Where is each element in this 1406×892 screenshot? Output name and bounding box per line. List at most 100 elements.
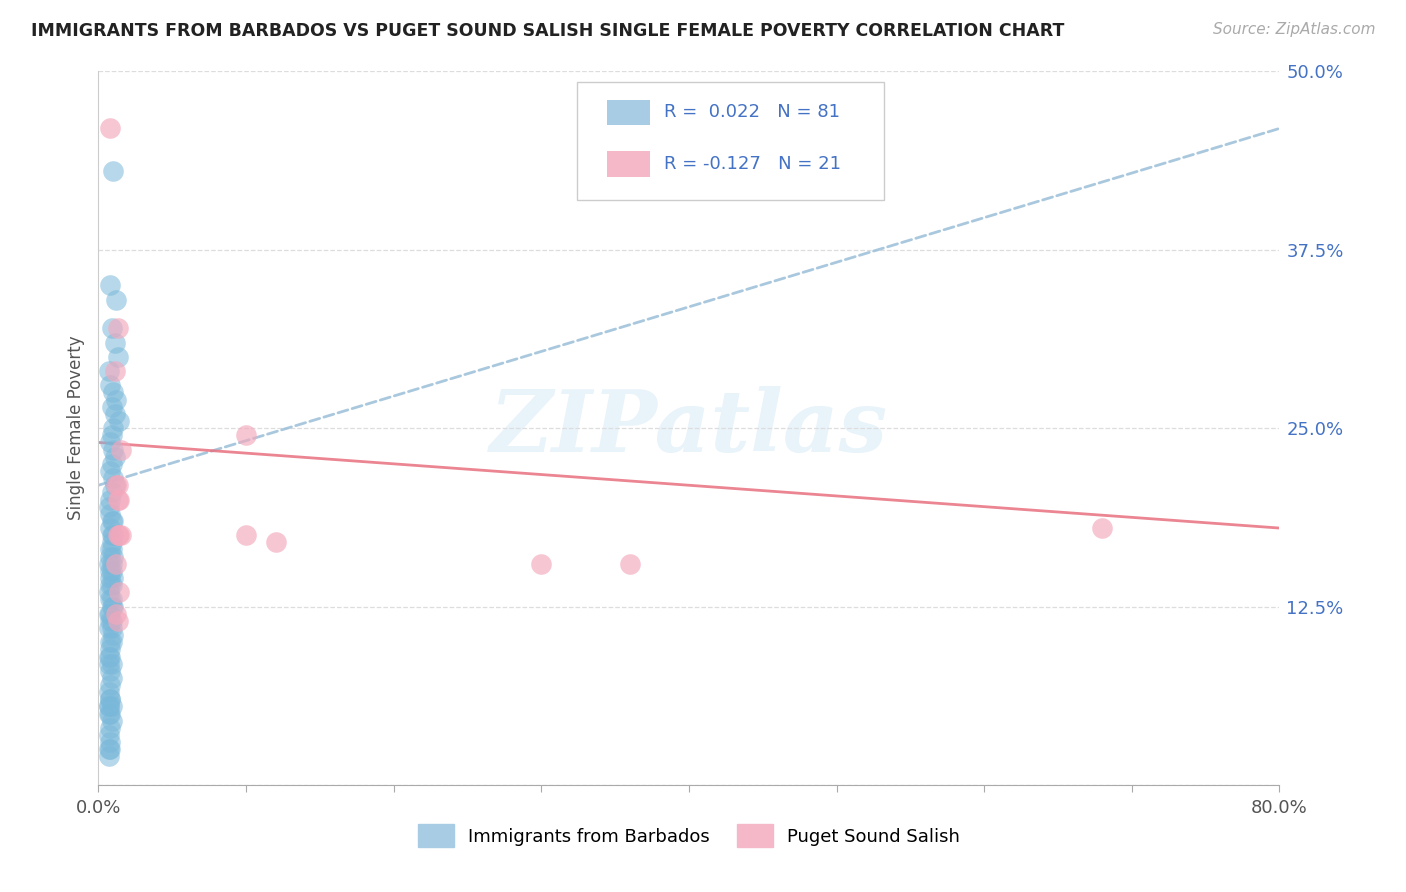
Point xyxy=(98,607,121,621)
Point xyxy=(103,599,125,614)
Point xyxy=(103,528,125,542)
Point xyxy=(100,614,122,628)
Point xyxy=(97,706,120,721)
Point xyxy=(100,485,122,500)
Point xyxy=(1091,521,1114,535)
Point xyxy=(97,657,120,671)
Point xyxy=(97,699,120,714)
Point xyxy=(107,492,129,507)
Point xyxy=(98,121,121,136)
Point xyxy=(100,428,122,442)
Point xyxy=(97,649,120,664)
Text: R =  0.022   N = 81: R = 0.022 N = 81 xyxy=(664,103,841,121)
Point xyxy=(103,628,125,642)
Point xyxy=(100,714,122,728)
Point xyxy=(98,692,121,706)
Point xyxy=(98,464,121,478)
Point xyxy=(98,649,121,664)
Point xyxy=(98,435,121,450)
Point xyxy=(264,535,287,549)
Point xyxy=(100,528,122,542)
Point xyxy=(100,400,122,414)
Point xyxy=(103,164,125,178)
Point xyxy=(98,571,121,585)
Point xyxy=(100,657,122,671)
Point xyxy=(97,728,120,742)
Point xyxy=(105,557,128,571)
Point xyxy=(98,549,121,564)
Point xyxy=(98,614,121,628)
Point xyxy=(103,421,125,435)
Point xyxy=(103,549,125,564)
Point xyxy=(100,457,122,471)
Point xyxy=(100,699,122,714)
Point xyxy=(97,699,120,714)
Point xyxy=(107,350,129,364)
Text: IMMIGRANTS FROM BARBADOS VS PUGET SOUND SALISH SINGLE FEMALE POVERTY CORRELATION: IMMIGRANTS FROM BARBADOS VS PUGET SOUND … xyxy=(31,22,1064,40)
Point xyxy=(104,364,127,378)
Point xyxy=(104,407,127,421)
Point xyxy=(619,557,641,571)
Point xyxy=(108,585,131,599)
Point xyxy=(103,471,125,485)
Point xyxy=(98,521,121,535)
Point xyxy=(100,557,122,571)
Point xyxy=(105,607,128,621)
Point xyxy=(104,478,127,492)
Point xyxy=(104,450,127,464)
Point xyxy=(235,528,257,542)
Point xyxy=(97,621,120,635)
Text: Source: ZipAtlas.com: Source: ZipAtlas.com xyxy=(1212,22,1375,37)
Point xyxy=(103,385,125,400)
Point xyxy=(97,364,120,378)
Point xyxy=(98,578,121,592)
Point xyxy=(97,500,120,514)
FancyBboxPatch shape xyxy=(607,152,650,177)
FancyBboxPatch shape xyxy=(576,82,884,200)
Point xyxy=(98,278,121,293)
Point xyxy=(107,321,129,335)
Point xyxy=(98,635,121,649)
Point xyxy=(108,528,131,542)
Point xyxy=(98,492,121,507)
Point xyxy=(97,607,120,621)
Point xyxy=(100,671,122,685)
Point xyxy=(103,514,125,528)
Point xyxy=(100,621,122,635)
Point xyxy=(108,492,131,507)
Text: ZIPatlas: ZIPatlas xyxy=(489,386,889,470)
Point xyxy=(530,557,553,571)
Point xyxy=(103,442,125,457)
Text: R = -0.127   N = 21: R = -0.127 N = 21 xyxy=(664,155,841,173)
Point xyxy=(97,685,120,699)
Point xyxy=(97,742,120,756)
Point xyxy=(107,478,129,492)
Point xyxy=(100,599,122,614)
Point xyxy=(235,428,257,442)
Point xyxy=(98,742,121,756)
Point xyxy=(100,564,122,578)
FancyBboxPatch shape xyxy=(607,100,650,126)
Point xyxy=(98,678,121,692)
Point xyxy=(100,542,122,557)
Y-axis label: Single Female Poverty: Single Female Poverty xyxy=(66,336,84,520)
Point xyxy=(97,557,120,571)
Point xyxy=(100,592,122,607)
Point xyxy=(98,378,121,392)
Point xyxy=(98,592,121,607)
Point xyxy=(107,528,129,542)
Point xyxy=(97,749,120,764)
Point xyxy=(100,321,122,335)
Point xyxy=(98,507,121,521)
Point xyxy=(100,514,122,528)
Point xyxy=(105,478,128,492)
Point xyxy=(98,735,121,749)
Point xyxy=(107,614,129,628)
Point xyxy=(100,578,122,592)
Point xyxy=(110,442,132,457)
Point xyxy=(108,414,131,428)
Point xyxy=(97,585,120,599)
Point xyxy=(105,293,128,307)
Point xyxy=(103,571,125,585)
Point xyxy=(105,392,128,407)
